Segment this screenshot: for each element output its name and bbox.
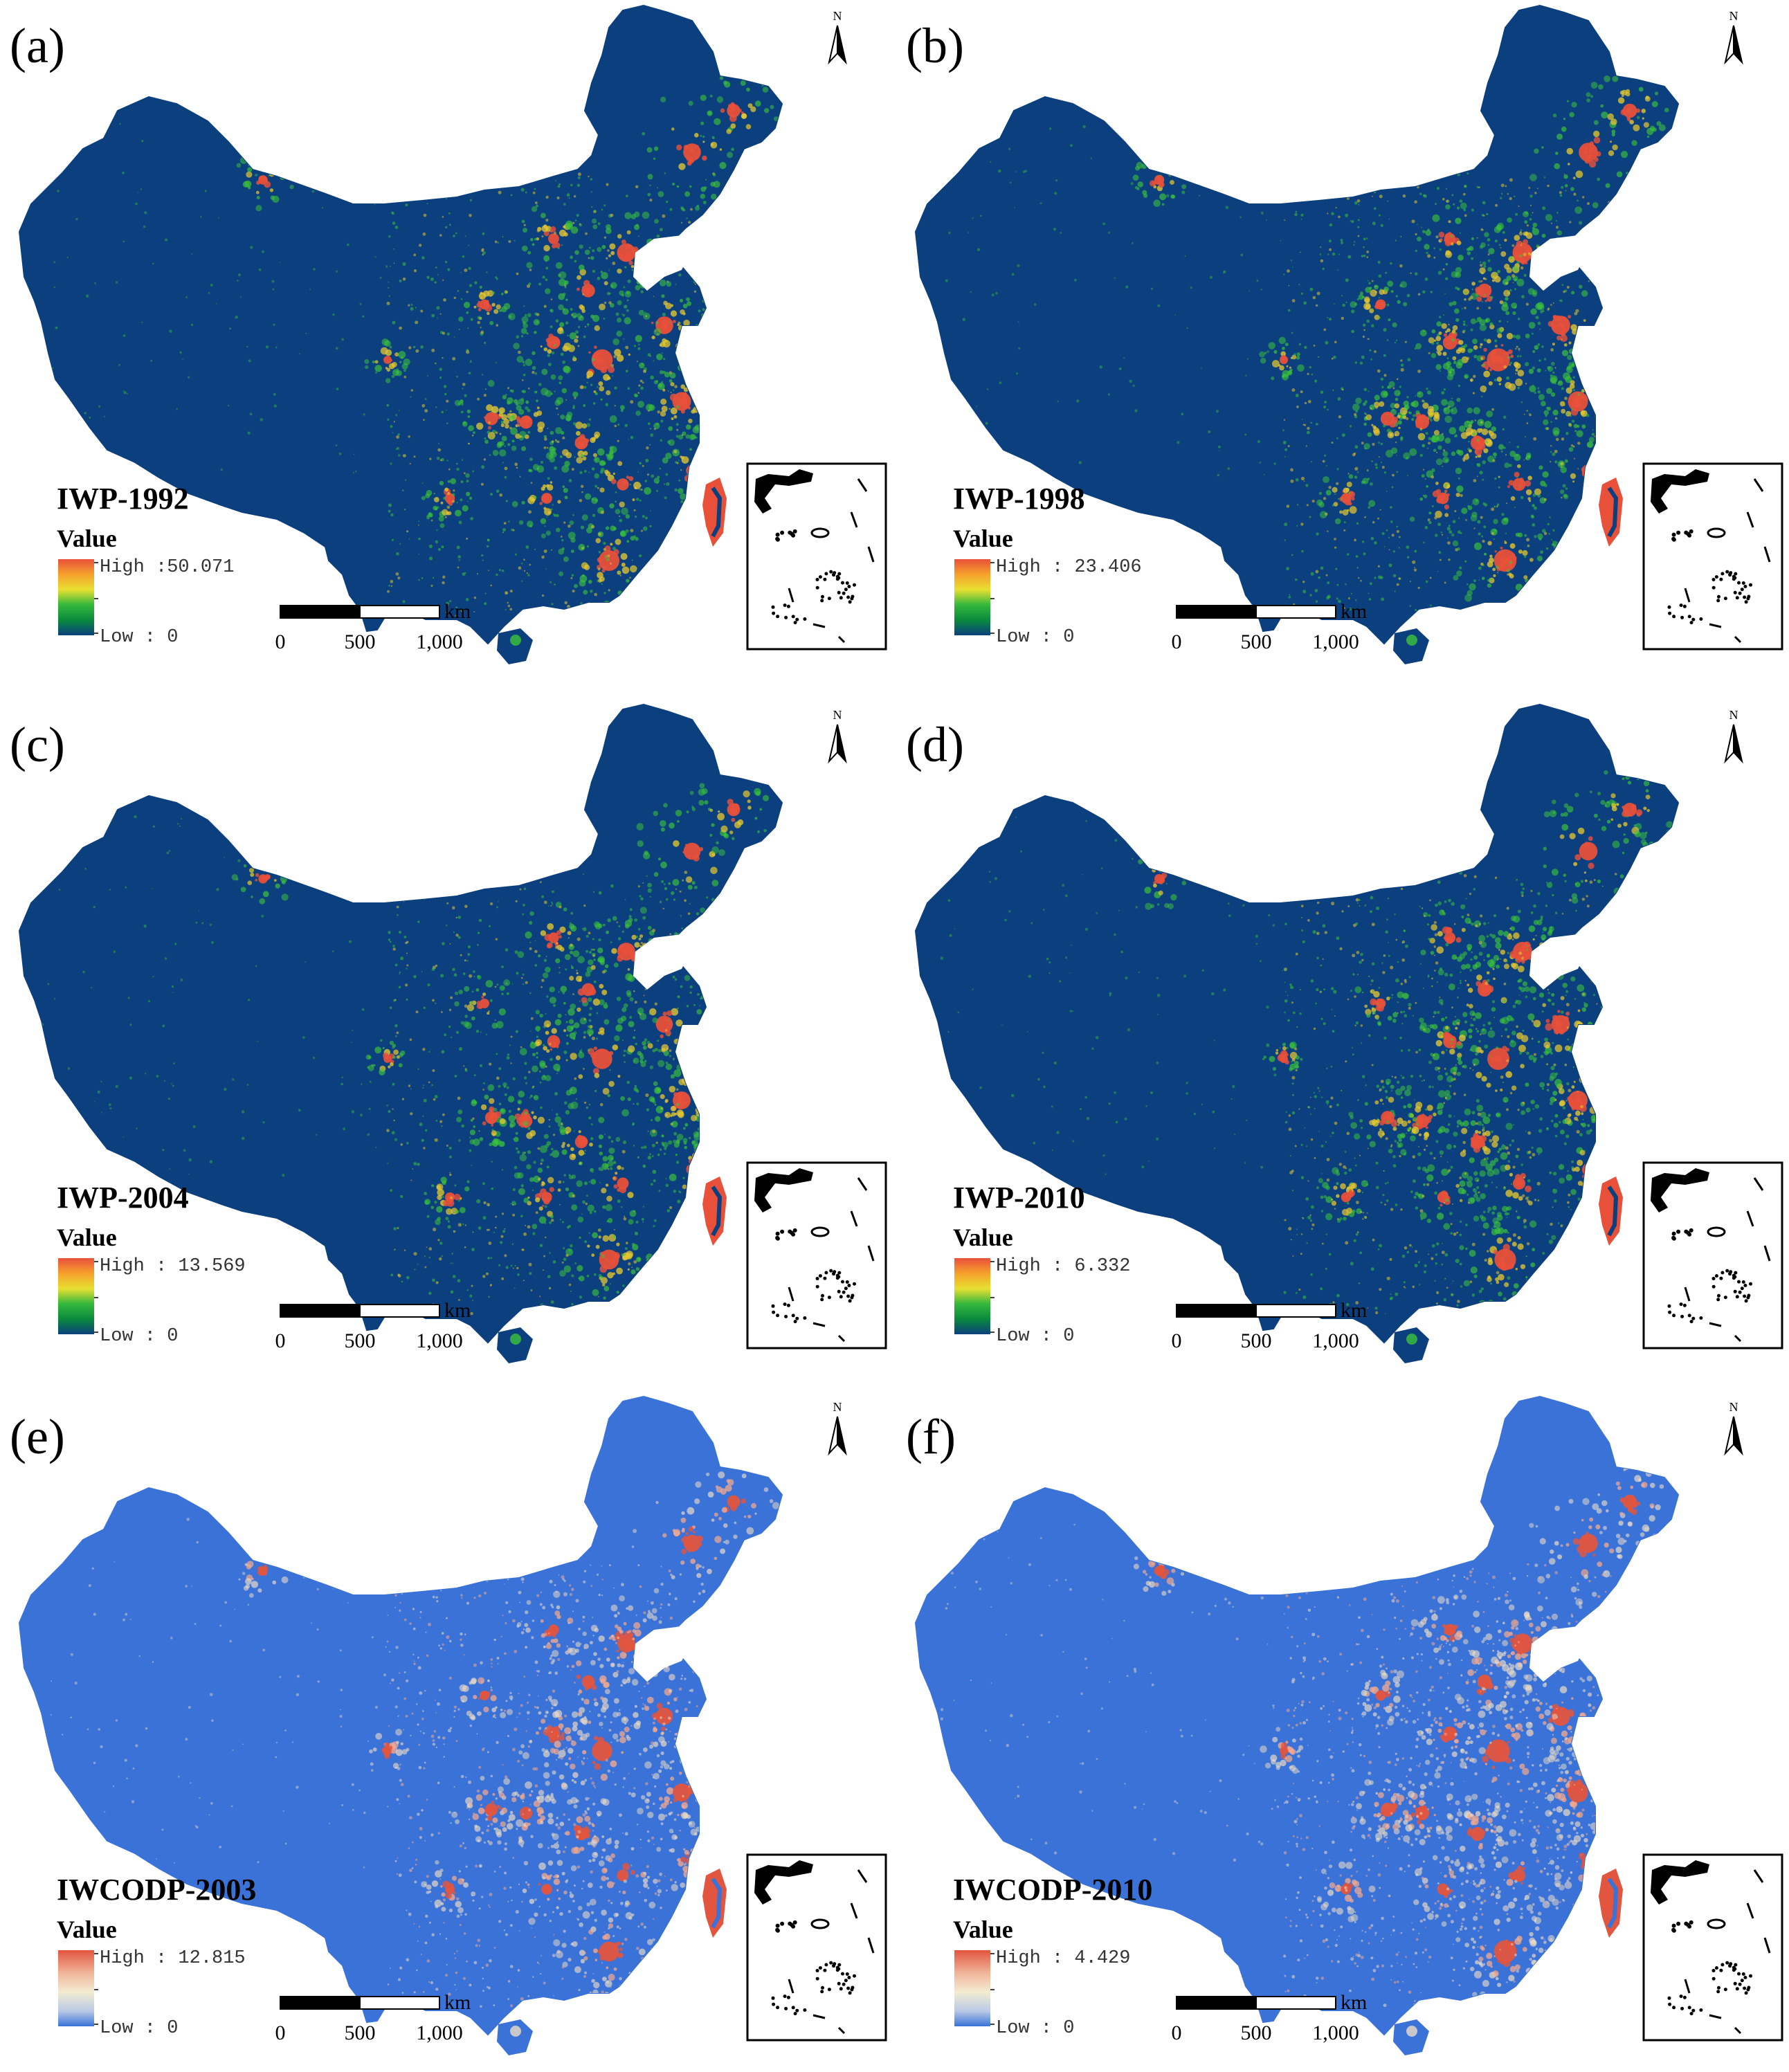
scale-bar-tick: 500 bbox=[1241, 2021, 1272, 2044]
panel-title: IWCODP-2010 bbox=[953, 1873, 1152, 1907]
legend-low-label: Low : 0 bbox=[996, 1326, 1074, 1347]
map-panel: (e) N IWCODP-2003 Value High : 12.815 Low : 0… bbox=[10, 1396, 887, 2055]
south-china-sea-inset bbox=[1642, 462, 1783, 651]
map-panel: (a) N IWP-1992 Value High :50.071 Low : 0 km 0 5… bbox=[10, 5, 887, 664]
scale-bar-tick: 0 bbox=[275, 2021, 286, 2044]
legend-color-ramp bbox=[954, 559, 990, 635]
north-arrow-icon: N bbox=[828, 708, 847, 764]
scale-bar-tick: 0 bbox=[1172, 1329, 1182, 1352]
south-china-sea-inset bbox=[1642, 1853, 1783, 2042]
scale-bar-tick: 1,000 bbox=[1312, 1329, 1359, 1352]
legend-heading: Value bbox=[57, 1916, 117, 1943]
legend-heading: Value bbox=[953, 525, 1013, 552]
panel-label: (a) bbox=[10, 18, 65, 73]
north-arrow-icon: N bbox=[828, 1400, 847, 1456]
panel-title: IWCODP-2003 bbox=[57, 1873, 256, 1907]
scale-bar-tick: 0 bbox=[275, 1329, 286, 1352]
scale-bar-tick: 500 bbox=[1241, 630, 1272, 653]
scale-bar-unit: km bbox=[1341, 1299, 1367, 1322]
scale-bar: km 0 500 1,000 bbox=[275, 1991, 471, 2044]
panel-label: (c) bbox=[10, 717, 65, 772]
north-arrow-icon: N bbox=[1724, 9, 1743, 65]
scale-bar-unit: km bbox=[1341, 1991, 1367, 2014]
legend-color-ramp bbox=[954, 1950, 990, 2026]
south-china-sea-inset bbox=[1642, 1161, 1783, 1349]
north-label: N bbox=[1729, 1400, 1738, 1414]
legend-low-label: Low : 0 bbox=[996, 2018, 1074, 2039]
scale-bar-tick: 500 bbox=[345, 2021, 376, 2044]
panel-label: (b) bbox=[906, 18, 964, 73]
scale-bar-tick: 1,000 bbox=[1312, 2021, 1359, 2044]
scale-bar: km 0 500 1,000 bbox=[1172, 1299, 1368, 1352]
legend-heading: Value bbox=[953, 1224, 1013, 1251]
north-label: N bbox=[1729, 708, 1738, 722]
scale-bar-unit: km bbox=[444, 1991, 471, 2014]
north-label: N bbox=[833, 1400, 842, 1414]
scale-bar-unit: km bbox=[444, 600, 471, 623]
south-china-sea-inset bbox=[746, 1161, 887, 1349]
legend-high-label: High : 4.429 bbox=[996, 1948, 1130, 1969]
scale-bar-tick: 0 bbox=[1172, 630, 1182, 653]
north-arrow-icon: N bbox=[1724, 1400, 1743, 1456]
north-label: N bbox=[1729, 9, 1738, 23]
panel-label: (d) bbox=[906, 717, 964, 772]
map-panel: (c) N IWP-2004 Value High : 13.569 Low : 0 km 0… bbox=[10, 704, 887, 1363]
legend-high-label: High : 23.406 bbox=[996, 557, 1142, 578]
south-china-sea-inset bbox=[746, 1853, 887, 2042]
scale-bar: km 0 500 1,000 bbox=[1172, 600, 1368, 653]
legend-low-label: Low : 0 bbox=[100, 2018, 178, 2039]
scale-bar-tick: 500 bbox=[345, 1329, 376, 1352]
scale-bar: km 0 500 1,000 bbox=[275, 1299, 471, 1352]
china-map bbox=[19, 1396, 783, 2055]
north-label: N bbox=[833, 9, 842, 23]
scale-bar: km 0 500 1,000 bbox=[1172, 1991, 1368, 2044]
panel-title: IWP-1992 bbox=[57, 482, 189, 516]
north-label: N bbox=[833, 708, 842, 722]
north-arrow-icon: N bbox=[828, 9, 847, 65]
panel-label: (f) bbox=[906, 1409, 956, 1464]
scale-bar-tick: 1,000 bbox=[416, 1329, 463, 1352]
panel-label: (e) bbox=[10, 1409, 65, 1464]
legend-low-label: Low : 0 bbox=[996, 627, 1074, 648]
scale-bar-tick: 1,000 bbox=[1312, 630, 1359, 653]
legend-color-ramp bbox=[58, 1950, 94, 2026]
legend-color-ramp bbox=[58, 1258, 94, 1334]
scale-bar-tick: 1,000 bbox=[416, 630, 463, 653]
scale-bar-unit: km bbox=[1341, 600, 1367, 623]
legend-high-label: High : 12.815 bbox=[100, 1948, 246, 1969]
scale-bar-tick: 1,000 bbox=[416, 2021, 463, 2044]
legend-color-ramp bbox=[58, 559, 94, 635]
scale-bar-tick: 0 bbox=[275, 630, 286, 653]
legend-heading: Value bbox=[953, 1916, 1013, 1943]
panel-title: IWP-2004 bbox=[57, 1181, 189, 1215]
legend-low-label: Low : 0 bbox=[100, 627, 178, 648]
legend-heading: Value bbox=[57, 525, 117, 552]
panel-title: IWP-1998 bbox=[953, 482, 1085, 516]
north-arrow-icon: N bbox=[1724, 708, 1743, 764]
scale-bar-unit: km bbox=[444, 1299, 471, 1322]
scale-bar-tick: 500 bbox=[345, 630, 376, 653]
legend-heading: Value bbox=[57, 1224, 117, 1251]
south-china-sea-inset bbox=[746, 462, 887, 651]
map-panel: (d) N IWP-2010 Value High : 6.332 Low : 0 km 0 5… bbox=[906, 704, 1783, 1363]
map-panel: (b) N IWP-1998 Value High : 23.406 Low : 0 km 0… bbox=[906, 5, 1783, 664]
china-map bbox=[19, 704, 783, 1363]
legend-high-label: High : 13.569 bbox=[100, 1256, 246, 1277]
scale-bar: km 0 500 1,000 bbox=[275, 600, 471, 653]
panel-title: IWP-2010 bbox=[953, 1181, 1085, 1215]
map-panel: (f) N IWCODP-2010 Value High : 4.429 Low : 0 k… bbox=[906, 1396, 1783, 2055]
legend-color-ramp bbox=[954, 1258, 990, 1334]
legend-high-label: High :50.071 bbox=[100, 557, 234, 578]
china-map bbox=[915, 5, 1679, 664]
scale-bar-tick: 0 bbox=[1172, 2021, 1182, 2044]
intensity-overlay bbox=[50, 1454, 780, 2008]
legend-high-label: High : 6.332 bbox=[996, 1256, 1130, 1277]
legend-low-label: Low : 0 bbox=[100, 1326, 178, 1347]
scale-bar-tick: 500 bbox=[1241, 1329, 1272, 1352]
